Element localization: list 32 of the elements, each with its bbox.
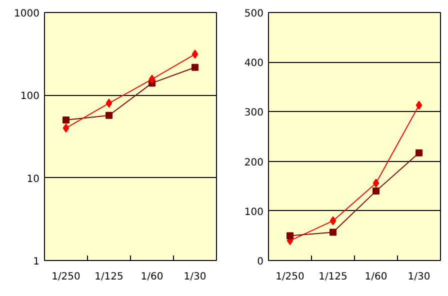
y-tick-label: 200 [244, 157, 264, 168]
y-tick-label: 500 [244, 8, 264, 20]
point [330, 228, 336, 236]
x-tick-label: 1/125 [94, 272, 124, 282]
point [62, 116, 70, 124]
point [62, 124, 70, 133]
x-tick-label: 1/125 [318, 272, 348, 282]
x-tick-label: 1/250 [52, 272, 80, 282]
point [416, 149, 422, 156]
y-tick-label: 1 [33, 256, 40, 268]
point [106, 112, 112, 119]
point [106, 98, 112, 108]
y-tick-label: 300 [244, 108, 264, 119]
point [286, 232, 294, 240]
y-tick-label: 0 [257, 256, 264, 268]
x-tick-label: 1/250 [276, 272, 304, 282]
point [192, 64, 198, 71]
x-tick-label: 1/60 [364, 272, 388, 282]
point [416, 100, 422, 110]
x-tick-label: 1/30 [408, 272, 430, 282]
y-tick-label: 100 [244, 206, 264, 218]
y-tick-label: 100 [20, 91, 40, 102]
x-tick-label: 1/30 [184, 272, 206, 282]
point [330, 216, 336, 226]
point [148, 74, 156, 84]
x-tick-label: 1/60 [140, 272, 164, 282]
y-tick-label: 400 [244, 58, 264, 70]
point [372, 188, 380, 195]
point [192, 50, 198, 59]
point [372, 178, 380, 188]
y-tick-label: 10 [26, 174, 40, 185]
y-tick-label: 1000 [14, 8, 40, 20]
